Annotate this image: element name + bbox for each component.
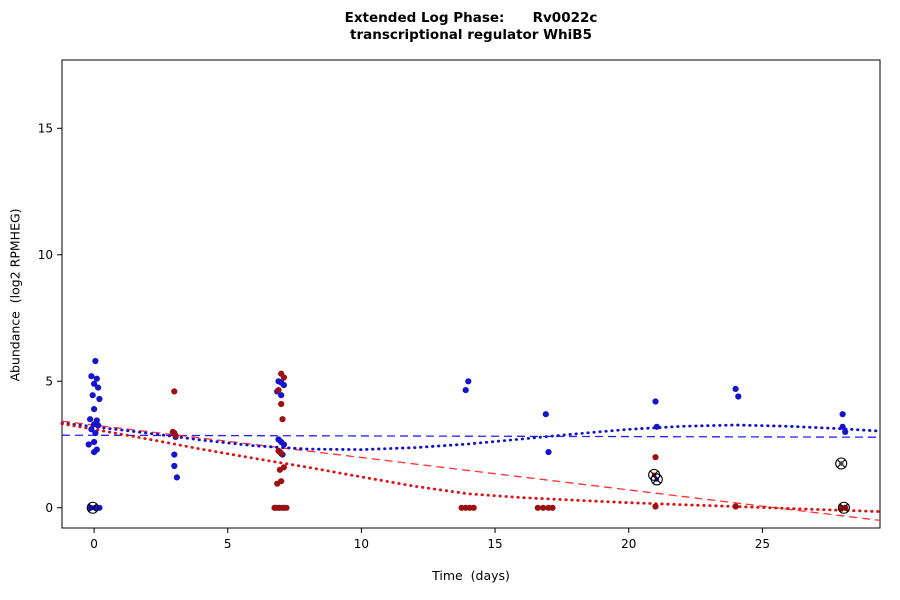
blue-condition-point [280, 441, 287, 448]
blue-condition-point [462, 387, 469, 394]
blue-condition-point [171, 462, 178, 470]
x-tick-label: 15 [487, 537, 502, 551]
marker-center-dot [839, 461, 844, 466]
blue-condition-point [93, 375, 100, 382]
x-axis-label: Time (days) [432, 568, 510, 583]
blue-condition-point [465, 378, 472, 385]
x-tick-label: 5 [224, 537, 232, 551]
red-condition-point [652, 454, 659, 461]
blue-condition-point [91, 380, 98, 387]
red-condition-point [283, 504, 290, 511]
blue-condition-point [85, 441, 92, 448]
red-condition-point [540, 504, 547, 511]
red-condition-point [549, 504, 556, 511]
chart-title-line2: transcriptional regulator WhiB5 [350, 27, 592, 43]
blue-condition-point [173, 474, 180, 481]
circle-cross-marker [837, 501, 850, 514]
red-dotted-smooth [60, 422, 882, 514]
blue-condition-point [542, 411, 549, 418]
blue-condition-point [278, 392, 285, 399]
red-dashed-fit [61, 420, 881, 522]
x-tick-label: 25 [755, 537, 770, 551]
y-tick-label: 15 [38, 121, 53, 135]
chart-title: Extended Log Phase: Rv0022c transcriptio… [62, 10, 880, 44]
chart-title-line1: Extended Log Phase: Rv0022c [344, 10, 598, 26]
blue-condition-point [88, 373, 95, 380]
red-condition-point [172, 432, 179, 439]
red-condition-point [279, 416, 286, 423]
marker-center-dot [654, 477, 659, 482]
blue-condition-point [280, 382, 287, 389]
red-condition-point [278, 450, 285, 457]
red-condition-point [470, 504, 477, 511]
x-tick-label: 10 [354, 537, 369, 551]
red-condition-point [171, 388, 178, 395]
blue-condition-point [92, 357, 99, 365]
blue-dashed-fit [61, 434, 881, 438]
blue-condition-point [92, 430, 99, 437]
blue-condition-point [91, 449, 98, 456]
blue-condition-point [171, 451, 178, 458]
blue-condition-point [87, 416, 94, 423]
blue-condition-point [545, 449, 552, 456]
red-condition-point [276, 466, 283, 473]
blue-condition-point [96, 395, 103, 403]
blue-condition-point [89, 392, 96, 399]
blue-condition-point [653, 423, 660, 430]
circle-cross-marker [86, 501, 99, 514]
red-condition-point [652, 503, 659, 510]
blue-condition-point [652, 398, 659, 405]
x-tick-label: 20 [621, 537, 636, 551]
red-condition-point [280, 374, 287, 381]
blue-condition-point [735, 393, 742, 400]
red-condition-point [275, 387, 282, 394]
marker-center-dot [90, 505, 95, 510]
blue-condition-point [732, 385, 739, 392]
blue-condition-point [91, 438, 98, 446]
blue-condition-point [88, 426, 95, 433]
blue-condition-point [839, 411, 846, 418]
plot-box [61, 59, 881, 529]
red-condition-point [274, 480, 281, 487]
blue-condition-point [91, 406, 98, 413]
blue-condition-point [95, 422, 102, 429]
circle-cross-marker [835, 457, 848, 470]
blue-dotted-smooth [60, 421, 882, 452]
blue-condition-point [842, 428, 849, 435]
red-condition-point [278, 400, 285, 408]
blue-condition-point [839, 423, 846, 430]
circle-cross-marker [650, 473, 663, 486]
y-tick-label: 0 [45, 501, 53, 515]
y-tick-label: 5 [45, 374, 53, 388]
marker-center-dot [841, 505, 847, 510]
red-condition-point [732, 503, 739, 510]
y-tick-label: 10 [38, 248, 53, 262]
red-condition-point [534, 504, 541, 511]
x-tick-label: 0 [90, 537, 98, 551]
blue-condition-point [95, 384, 102, 391]
